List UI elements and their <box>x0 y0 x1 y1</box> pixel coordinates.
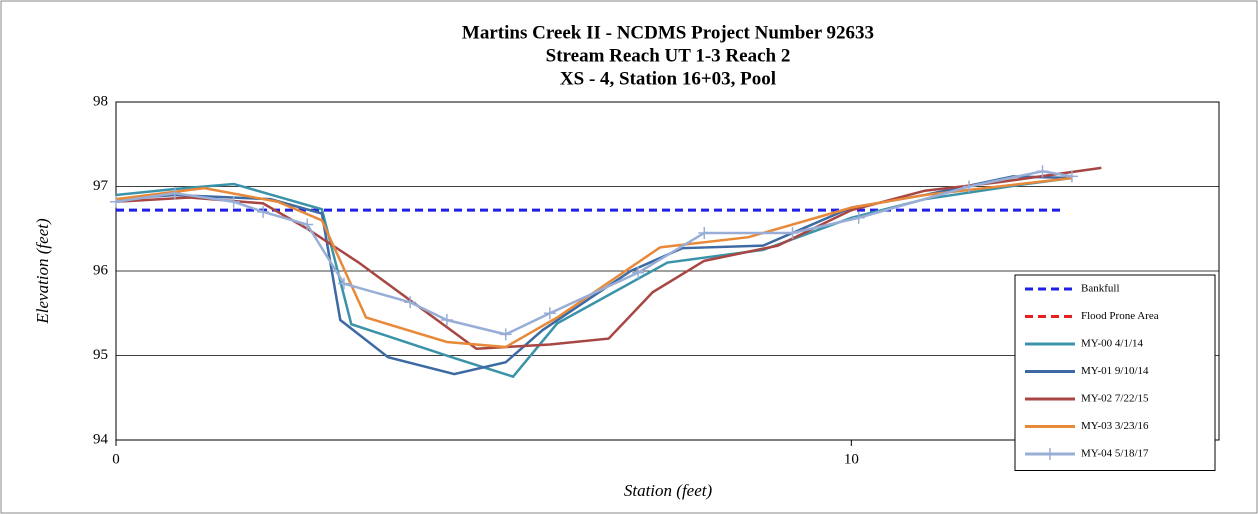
point-marker <box>257 205 270 218</box>
y-tick-label: 95 <box>93 347 108 363</box>
point-marker <box>1036 165 1049 178</box>
point-marker <box>110 195 122 208</box>
legend-marker <box>1044 448 1056 460</box>
point-marker <box>698 226 711 239</box>
legend-label: MY-02 7/22/15 <box>1081 393 1149 405</box>
point-marker <box>168 187 181 200</box>
point-marker <box>440 314 453 327</box>
legend-label: Bankfull <box>1081 283 1120 295</box>
point-marker <box>404 296 417 309</box>
point-marker <box>301 218 314 231</box>
y-axis-label: Elevation (feet) <box>33 218 52 325</box>
point-marker <box>227 195 240 208</box>
y-tick-label: 94 <box>93 431 109 447</box>
point-marker <box>852 211 865 224</box>
x-axis-label: Station (feet) <box>624 481 713 500</box>
point-marker <box>1065 170 1078 183</box>
legend-label: Flood Prone Area <box>1081 310 1159 322</box>
x-tick-label: 10 <box>844 451 859 467</box>
legend-label: MY-00 4/1/14 <box>1081 338 1144 350</box>
y-tick-label: 97 <box>93 178 109 194</box>
chart-title: XS - 4, Station 16+03, Pool <box>560 68 776 89</box>
y-tick-label: 96 <box>93 262 109 278</box>
chart-title: Stream Reach UT 1-3 Reach 2 <box>546 45 791 66</box>
plot-area <box>115 101 1220 441</box>
point-marker <box>337 277 350 290</box>
point-marker <box>786 226 799 239</box>
legend-label: MY-01 9/10/14 <box>1081 365 1149 377</box>
series-line <box>115 176 1073 349</box>
x-tick-label: 0 <box>112 451 120 467</box>
legend-label: MY-04 5/18/17 <box>1081 448 1149 460</box>
point-marker <box>962 180 975 193</box>
point-marker <box>543 307 556 320</box>
legend-label: MY-03 3/23/16 <box>1081 420 1149 432</box>
point-marker <box>632 266 645 279</box>
series-line <box>115 166 1102 351</box>
y-tick-label: 98 <box>93 93 108 109</box>
point-marker <box>499 328 512 341</box>
chart-title: Martins Creek II - NCDMS Project Number … <box>462 22 874 43</box>
